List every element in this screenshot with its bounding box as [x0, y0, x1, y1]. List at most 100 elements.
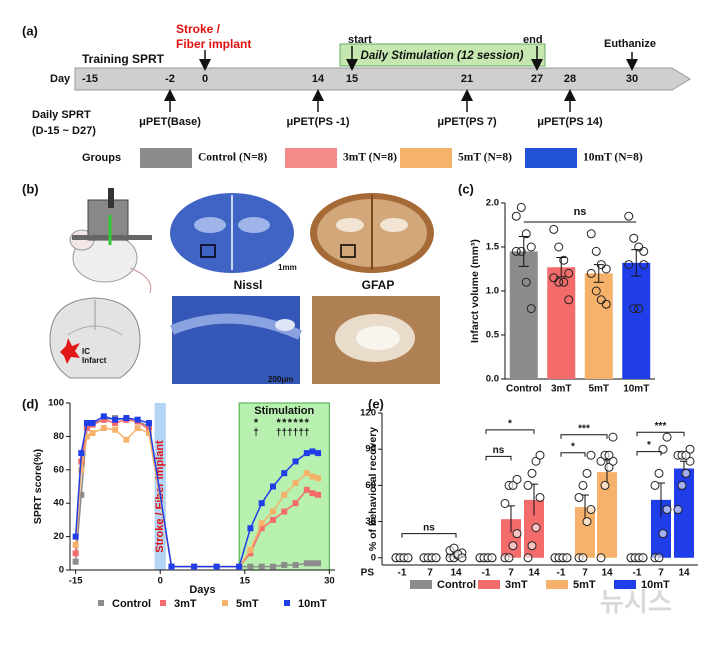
data-point	[624, 211, 634, 221]
data-point	[431, 553, 441, 563]
significance-label: ***	[655, 421, 667, 432]
significance-dagger: †	[287, 428, 293, 439]
daily-sprt-label: Daily SPRT	[32, 109, 91, 121]
legend-swatch	[546, 580, 568, 589]
significance-dagger: †	[276, 428, 282, 439]
euthanize-label: Euthanize	[604, 38, 656, 50]
data-marker	[292, 458, 299, 465]
significance-bracket	[636, 451, 662, 456]
legend-label: 10mT	[641, 579, 670, 591]
data-point	[521, 277, 531, 287]
significance-label: ns	[574, 206, 587, 218]
significance-star: *	[254, 417, 259, 429]
legend-label: 5mT	[236, 598, 259, 610]
data-marker	[78, 466, 85, 473]
legend-label: Control	[112, 598, 151, 610]
data-point	[523, 480, 533, 490]
brain-schematic	[49, 297, 141, 379]
data-marker	[83, 420, 90, 427]
x-tick-label: Control	[506, 384, 542, 395]
group-label: 5mT (N=8)	[458, 152, 512, 164]
x-axis-label: Days	[189, 584, 215, 596]
data-point	[673, 505, 683, 515]
y-tick-label: 100	[48, 398, 64, 409]
stroke-label: Fiber implant	[176, 37, 251, 51]
data-marker	[281, 561, 288, 568]
y-axis-label: SPRT score(%)	[32, 449, 44, 524]
data-marker	[78, 450, 85, 457]
end-label: end	[523, 34, 543, 46]
data-point	[559, 255, 569, 265]
significance-star: *	[282, 417, 287, 429]
group-swatch	[140, 148, 192, 168]
data-point	[600, 480, 610, 490]
data-point	[516, 202, 526, 212]
data-marker	[191, 563, 198, 570]
significance-star: *	[288, 417, 293, 429]
data-marker	[89, 430, 96, 437]
data-marker	[100, 413, 107, 420]
legend-swatch	[410, 580, 432, 589]
significance-dagger: †	[293, 428, 299, 439]
x-tick-label: 3mT	[551, 384, 572, 395]
data-marker	[292, 561, 299, 568]
data-marker	[258, 525, 265, 532]
data-marker	[247, 550, 254, 557]
groups-label: Groups	[82, 152, 121, 164]
data-marker	[100, 416, 107, 423]
significance-label: *	[508, 419, 512, 430]
data-marker	[281, 508, 288, 515]
data-point	[531, 523, 541, 533]
y-tick-label: 80	[53, 431, 64, 442]
data-point	[677, 480, 687, 490]
data-marker	[72, 541, 79, 548]
data-point	[549, 273, 559, 283]
data-marker	[112, 426, 119, 433]
data-marker	[269, 483, 276, 490]
significance-bracket	[485, 429, 535, 434]
data-marker	[303, 450, 310, 457]
y-tick-label: 30	[365, 516, 376, 527]
data-point	[582, 468, 592, 478]
y-tick-label: 40	[53, 498, 64, 509]
data-marker	[247, 546, 254, 553]
x-tick-label: -1	[633, 568, 642, 579]
y-tick-label: 90	[365, 444, 376, 455]
data-point	[582, 517, 592, 527]
error-bar	[518, 235, 529, 267]
significance-bracket	[560, 434, 608, 439]
data-point	[508, 541, 518, 551]
data-point	[526, 304, 536, 314]
data-marker	[145, 420, 152, 427]
bar	[509, 251, 538, 379]
significance-label: ns	[423, 522, 435, 533]
data-point	[511, 246, 521, 256]
legend-swatch	[284, 600, 290, 606]
data-point	[554, 277, 564, 287]
data-marker	[236, 563, 243, 570]
day-label: 14	[312, 73, 325, 85]
data-point	[638, 553, 648, 563]
span-label: Stimulation	[254, 405, 314, 417]
stroke-label: Stroke /	[176, 22, 221, 36]
legend-swatch	[222, 600, 228, 606]
y-tick-label: 60	[53, 464, 64, 475]
y-tick-label: 0	[59, 565, 64, 576]
data-marker	[269, 516, 276, 523]
y-tick-label: 2.0	[486, 198, 499, 209]
scale-label: 200μm	[268, 375, 293, 384]
bar	[674, 468, 694, 558]
timeline-bar	[74, 67, 691, 91]
data-point	[487, 553, 497, 563]
data-point	[523, 553, 533, 563]
gfap-image	[310, 193, 440, 384]
data-point	[662, 432, 672, 442]
data-marker	[72, 550, 79, 557]
x-tick-label: -1	[482, 568, 491, 579]
day-label: 21	[461, 73, 473, 85]
data-marker	[315, 450, 322, 457]
data-point	[629, 233, 639, 243]
rat-device-illustration	[69, 188, 152, 294]
data-marker	[145, 430, 152, 437]
x-tick-label: 14	[601, 568, 613, 579]
